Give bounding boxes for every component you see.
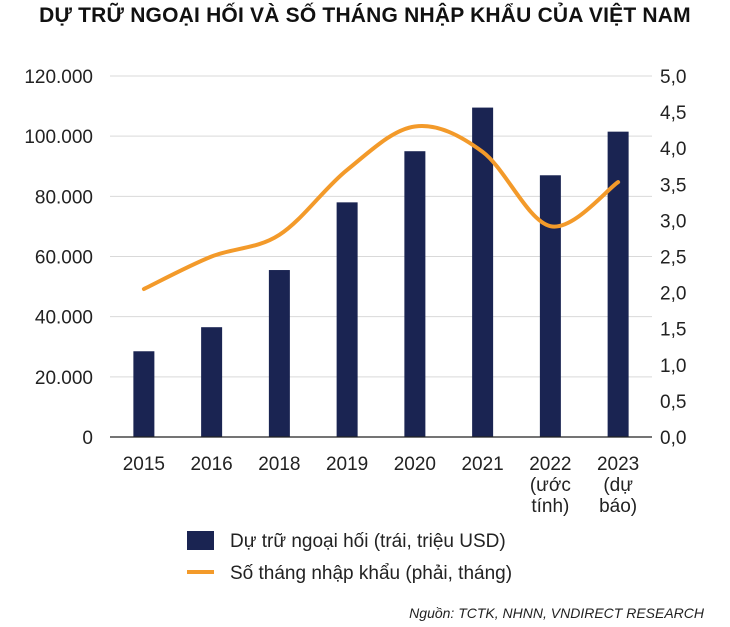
- right-tick-label: 4,5: [660, 103, 686, 124]
- chart-title: DỰ TRỮ NGOẠI HỐI VÀ SỐ THÁNG NHẬP KHẨU C…: [39, 4, 691, 27]
- x-axis-ticks: 2015 2016 2018 2019 2020 2021 2022 (ước tính) 202…: [123, 454, 640, 517]
- x-tick-label: 2022 (ước tính): [529, 454, 571, 517]
- bar: [133, 351, 155, 437]
- bar: [268, 270, 290, 437]
- left-axis-ticks: 0 20.000 40.000 60.000 80.000 100.000 120.000: [24, 67, 93, 449]
- x-tick-label: 2018: [258, 454, 300, 475]
- x-tick-label: 2016: [190, 454, 232, 475]
- gridlines: [110, 75, 652, 378]
- legend-bar-swatch: [187, 531, 214, 550]
- right-tick-label: 1,5: [660, 320, 686, 341]
- legend: Dự trữ ngoại hối (trái, triệu USD) Số th…: [187, 531, 512, 584]
- legend-bar-label: Dự trữ ngoại hối (trái, triệu USD): [230, 531, 506, 552]
- right-tick-label: 3,5: [660, 175, 686, 196]
- right-tick-label: 2,0: [660, 284, 686, 305]
- x-tick-label: 2020: [394, 454, 436, 475]
- left-tick-label: 80.000: [35, 187, 93, 208]
- left-tick-label: 0: [82, 428, 93, 449]
- left-tick-label: 40.000: [35, 308, 93, 329]
- right-tick-label: 0,5: [660, 392, 686, 413]
- right-tick-label: 1,0: [660, 356, 686, 377]
- bar: [336, 202, 358, 437]
- x-tick-label: 2019: [326, 454, 368, 475]
- legend-line-label: Số tháng nhập khẩu (phải, tháng): [230, 563, 512, 584]
- left-tick-label: 60.000: [35, 248, 93, 269]
- right-tick-label: 0,0: [660, 428, 686, 449]
- bar: [404, 151, 426, 438]
- x-tick-label: 2021: [461, 454, 503, 475]
- bar: [201, 327, 223, 437]
- right-tick-label: 2,5: [660, 248, 686, 269]
- bar: [472, 107, 494, 438]
- left-tick-label: 120.000: [24, 67, 93, 88]
- line-series: [141, 124, 621, 291]
- left-tick-label: 20.000: [35, 368, 93, 389]
- x-tick-label: 2023 (dự báo): [597, 454, 639, 517]
- right-tick-label: 4,0: [660, 139, 686, 160]
- bar: [607, 131, 629, 437]
- right-axis-ticks: 0,0 0,5 1,0 1,5 2,0 2,5 3,0 3,5 4,0 4,5 5,0: [660, 67, 686, 449]
- bar-series: [133, 107, 629, 438]
- right-tick-label: 3,0: [660, 211, 686, 232]
- bar: [539, 175, 561, 437]
- right-tick-label: 5,0: [660, 67, 686, 88]
- left-tick-label: 100.000: [24, 127, 93, 148]
- x-tick-label: 2015: [123, 454, 165, 475]
- source-note: Nguồn: TCTK, NHNN, VNDIRECT RESEARCH: [409, 605, 704, 621]
